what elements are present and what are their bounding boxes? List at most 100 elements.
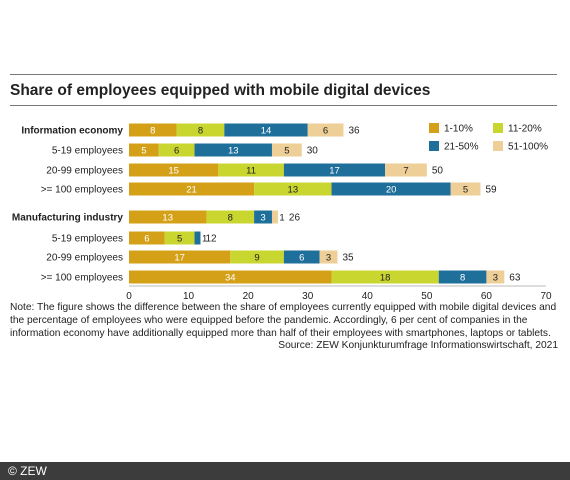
chart-title: Share of employees equipped with mobile … — [10, 82, 431, 99]
x-tick-label: 0 — [126, 291, 132, 302]
stacked-bar-chart: Information economy 8 8 14 6 365-19 employees… — [12, 123, 552, 302]
row-total-label: 36 — [348, 126, 360, 137]
segment-value-label: 21 — [186, 185, 197, 196]
bar-segment — [307, 123, 344, 137]
footer-bar: © ZEW — [0, 462, 570, 480]
row-total-label: 12 — [205, 234, 217, 245]
bar-segment — [176, 123, 225, 137]
segment-value-label: 5 — [141, 146, 146, 157]
legend-swatch — [429, 123, 439, 133]
segment-value-label: 15 — [168, 166, 179, 177]
legend-label: 1-10% — [444, 124, 473, 135]
row-label: Information economy — [21, 126, 123, 137]
bar-segment — [129, 250, 231, 264]
segment-value-label: 8 — [228, 213, 233, 224]
bar-segment — [450, 182, 481, 196]
row-label: 5-19 employees — [52, 146, 123, 157]
row-total-label: 30 — [307, 146, 319, 157]
bar-segment — [158, 143, 195, 157]
row-label: 5-19 employees — [52, 234, 123, 245]
bar-segment — [486, 270, 505, 284]
row-label: Manufacturing industry — [12, 213, 124, 224]
x-tick-label: 20 — [243, 291, 255, 302]
bar-segment — [129, 270, 332, 284]
x-tick-label: 70 — [540, 291, 552, 302]
bar-segment — [129, 182, 255, 196]
bar-segment — [283, 250, 320, 264]
bar-segment — [254, 182, 332, 196]
segment-value-label: 7 — [403, 166, 408, 177]
segment-value-label: 11 — [246, 166, 256, 177]
x-tick-label: 10 — [183, 291, 195, 302]
row-label: 20-99 employees — [46, 166, 123, 177]
segment-value-label: 1 — [279, 213, 284, 224]
segment-value-label: 13 — [228, 146, 239, 157]
segment-value-label: 3 — [326, 253, 331, 264]
legend-swatch — [493, 141, 503, 151]
segment-value-label: 18 — [380, 273, 391, 284]
copyright-text: © ZEW — [8, 464, 47, 478]
segment-value-label: 5 — [177, 234, 182, 245]
legend-label: 11-20% — [508, 124, 542, 135]
title-top-rule — [10, 74, 557, 75]
chart-note: Note: The figure shows the difference be… — [10, 302, 557, 339]
bar-segment — [129, 123, 177, 137]
row-label: 20-99 employees — [46, 253, 123, 264]
bar-segment — [129, 210, 207, 224]
row-label: >= 100 employees — [41, 185, 123, 196]
x-tick-label: 40 — [362, 291, 374, 302]
bar-segment — [129, 231, 165, 245]
segment-value-label: 6 — [144, 234, 149, 245]
bar-segment — [331, 270, 439, 284]
segment-value-label: 13 — [162, 213, 173, 224]
bar-segment — [283, 163, 386, 177]
bar-segment — [224, 123, 308, 137]
chart-source: Source: ZEW Konjunkturumfrage Informatio… — [278, 340, 558, 351]
x-tick-label: 30 — [302, 291, 314, 302]
bar-segment — [194, 231, 201, 245]
bar-segment — [254, 210, 272, 224]
title-bottom-rule — [10, 105, 557, 106]
legend-swatch — [429, 141, 439, 151]
segment-value-label: 6 — [323, 126, 328, 137]
segment-value-label: 13 — [288, 185, 299, 196]
x-tick-label: 60 — [481, 291, 493, 302]
row-label: >= 100 employees — [41, 273, 123, 284]
segment-value-label: 17 — [174, 253, 185, 264]
legend-label: 21-50% — [444, 142, 479, 153]
segment-value-label: 3 — [493, 273, 498, 284]
bar-segment — [218, 163, 284, 177]
row-total-label: 59 — [485, 185, 497, 196]
x-tick-label: 50 — [421, 291, 433, 302]
bar-segment — [230, 250, 284, 264]
segment-value-label: 3 — [260, 213, 265, 224]
bar-segment — [206, 210, 255, 224]
bar-segment — [129, 163, 219, 177]
row-total-label: 26 — [289, 213, 301, 224]
segment-value-label: 6 — [174, 146, 179, 157]
bar-segment — [385, 163, 427, 177]
segment-value-label: 9 — [254, 253, 259, 264]
bar-segment — [271, 143, 302, 157]
bar-segment — [438, 270, 487, 284]
segment-value-label: 8 — [460, 273, 465, 284]
segment-value-label: 1 — [202, 234, 207, 245]
bar-segment — [331, 182, 451, 196]
segment-value-label: 8 — [150, 126, 155, 137]
row-total-label: 63 — [509, 273, 521, 284]
segment-value-label: 14 — [261, 126, 272, 137]
row-total-label: 50 — [432, 166, 444, 177]
segment-value-label: 6 — [299, 253, 304, 264]
segment-value-label: 20 — [386, 185, 397, 196]
segment-value-label: 17 — [329, 166, 340, 177]
segment-value-label: 5 — [463, 185, 468, 196]
segment-value-label: 5 — [284, 146, 289, 157]
bar-segment — [271, 210, 278, 224]
legend-label: 51-100% — [508, 142, 548, 153]
bar-segment — [194, 143, 272, 157]
legend-swatch — [493, 123, 503, 133]
segment-value-label: 34 — [225, 273, 236, 284]
bar-segment — [319, 250, 338, 264]
bar-segment — [129, 143, 159, 157]
bar-segment — [164, 231, 195, 245]
